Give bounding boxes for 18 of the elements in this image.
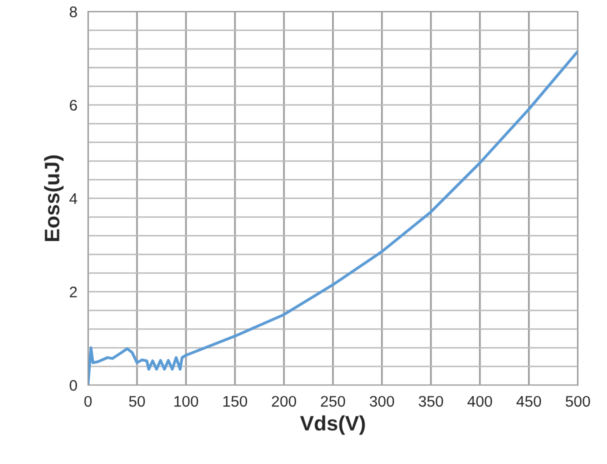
- x-tick-label: 450: [516, 396, 542, 407]
- x-tick-label: 50: [129, 396, 145, 407]
- x-tick-label: 0: [84, 396, 92, 407]
- x-tick-label: 300: [370, 396, 394, 407]
- y-axis-title: Eoss(uJ): [44, 155, 64, 241]
- y-tick-label: 0: [70, 380, 77, 391]
- x-axis-title: Vds(V): [300, 415, 365, 435]
- y-tick-label: 8: [70, 6, 77, 18]
- y-tick-label: 6: [70, 100, 77, 111]
- x-tick-label: 150: [223, 396, 248, 407]
- x-tick-label: 500: [566, 396, 590, 407]
- x-tick-label: 400: [468, 396, 492, 407]
- x-tick-label: 250: [320, 396, 346, 407]
- y-tick-label: 2: [70, 286, 77, 298]
- x-tick-label: 100: [174, 396, 198, 407]
- y-tick-label: 4: [69, 193, 78, 204]
- x-tick-label: 200: [272, 396, 296, 407]
- x-tick-label: 350: [418, 396, 444, 407]
